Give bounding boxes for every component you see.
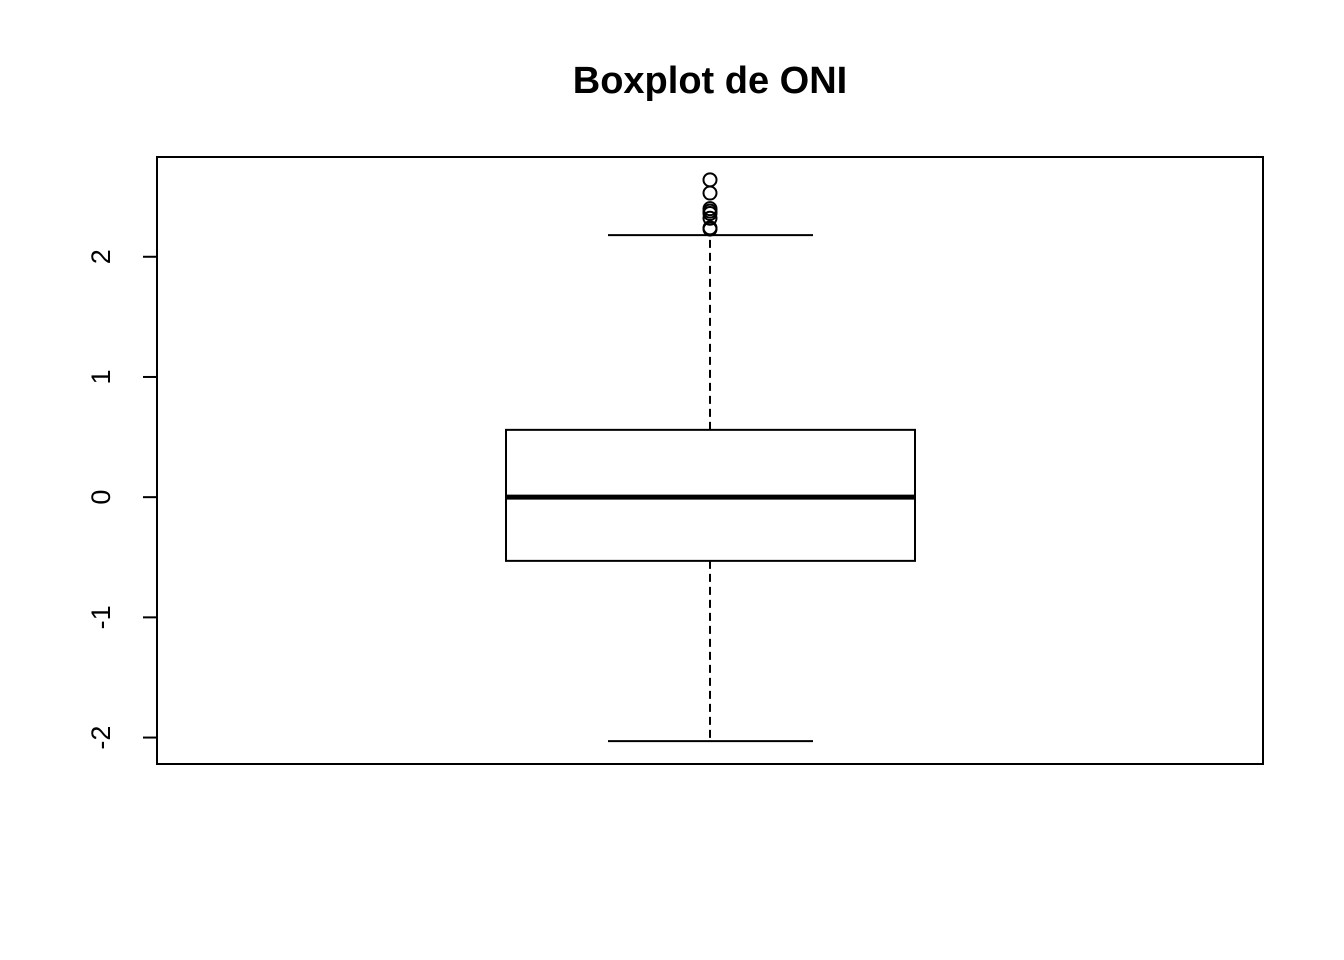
- y-tick-label: 0: [86, 490, 116, 505]
- outlier-group: [704, 173, 717, 235]
- y-tick-label: 1: [86, 369, 116, 384]
- outlier-point: [704, 187, 717, 200]
- chart-title: Boxplot de ONI: [573, 60, 847, 102]
- outlier-point: [704, 173, 717, 186]
- y-tick-label: 2: [86, 249, 116, 264]
- box-group: [506, 235, 915, 741]
- y-tick-label: -2: [86, 726, 116, 750]
- plot-frame: [157, 157, 1263, 764]
- y-tick-label: -1: [86, 605, 116, 629]
- y-axis: -2 -1 0 1 2: [86, 249, 157, 749]
